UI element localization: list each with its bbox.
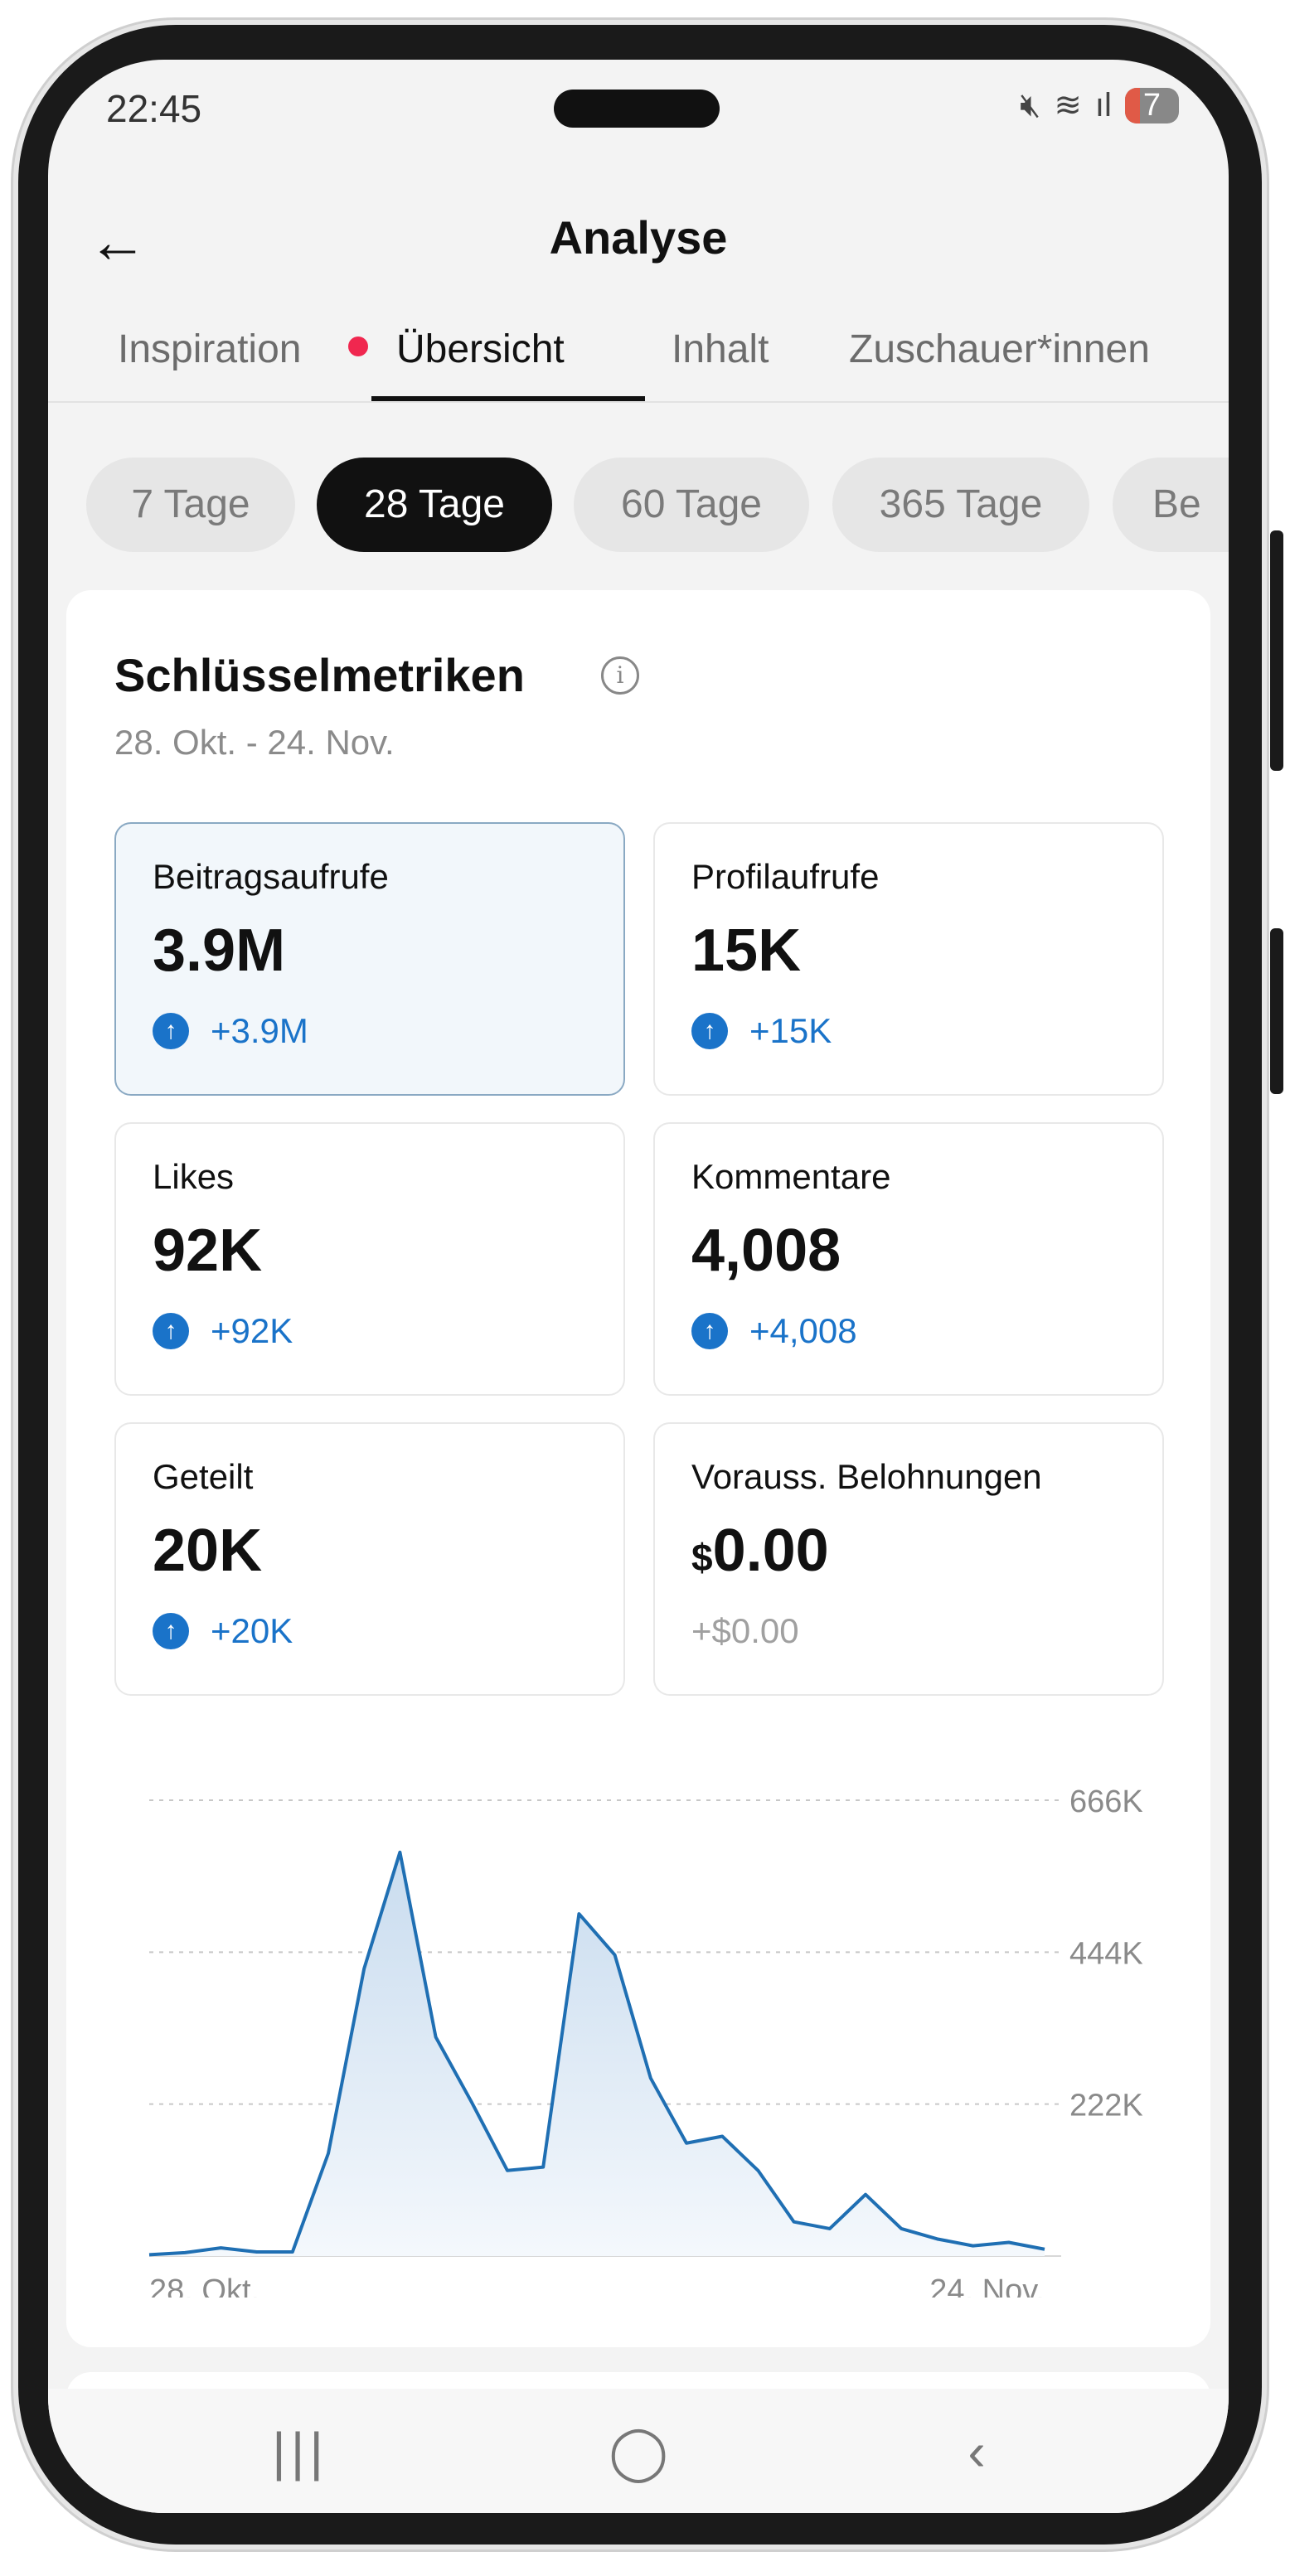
arrow-up-icon: ↑ (691, 1313, 728, 1349)
signal-icon: ıl (1094, 86, 1112, 123)
section-title: Schlüsselmetriken (114, 649, 525, 701)
metric-label: Kommentare (691, 1157, 891, 1196)
system-navbar: ||| ◯ ‹ (48, 2389, 1229, 2513)
tab-bar: Inspiration Übersicht Inhalt Zuschauer*i… (48, 308, 1229, 403)
views-chart: 666K 444K 222K 28. Okt. 24. Nov. (66, 1767, 1210, 2298)
battery-icon: 7 (1124, 87, 1179, 123)
metric-label: Profilaufrufe (691, 857, 880, 896)
range-chip-28[interactable]: 28 Tage (317, 458, 552, 552)
tab-viewers[interactable]: Zuschauer*innen (849, 327, 1150, 371)
system-back-icon[interactable]: ‹ (968, 2422, 986, 2482)
screen: 22:45 🔇︎ ≋ ıl 7 ← Analyse Inspiration Üb… (48, 60, 1229, 2513)
metric-value: 15K (691, 918, 802, 984)
app-header: ← Analyse (48, 192, 1229, 292)
arrow-up-icon: ↑ (153, 1313, 189, 1349)
range-chip-7[interactable]: 7 Tage (86, 458, 295, 552)
key-metrics-card: Schlüsselmetriken i 28. Okt. - 24. Nov. … (66, 590, 1210, 2347)
x-tick-label: 24. Nov. (929, 2273, 1045, 2298)
camera-notch (554, 90, 720, 128)
date-range-label: 28. Okt. - 24. Nov. (114, 723, 395, 762)
page-title: Analyse (549, 211, 728, 264)
metric-delta-text: +4,008 (749, 1311, 857, 1350)
metric-value: 92K (153, 1218, 263, 1284)
metric-value: 20K (153, 1518, 263, 1584)
metric-value: 3.9M (153, 918, 286, 984)
metric-value-number: 0.00 (712, 1518, 829, 1584)
metric-delta: ↑ +15K (691, 1011, 832, 1051)
metric-delta-text: +92K (211, 1311, 293, 1350)
metric-post-views[interactable]: Beitragsaufrufe 3.9M ↑ +3.9M (114, 822, 625, 1096)
metric-delta: +$0.00 (691, 1611, 799, 1650)
active-tab-indicator (371, 396, 645, 401)
arrow-up-icon: ↑ (153, 1613, 189, 1649)
home-icon[interactable]: ◯ (609, 2422, 668, 2482)
y-tick-label: 666K (1069, 1784, 1143, 1819)
notification-dot (348, 337, 368, 356)
metric-delta: ↑ +4,008 (691, 1311, 857, 1351)
tab-overview[interactable]: Übersicht (396, 327, 565, 371)
metric-likes[interactable]: Likes 92K ↑ +92K (114, 1122, 625, 1396)
metric-delta-text: +20K (211, 1611, 293, 1650)
y-tick-label: 222K (1069, 2089, 1143, 2123)
range-chip-custom[interactable]: Be (1113, 458, 1229, 552)
metric-delta-text: +3.9M (211, 1011, 308, 1050)
tab-inspiration[interactable]: Inspiration (118, 327, 302, 371)
status-icons: 🔇︎ ≋ ıl 7 (1020, 86, 1179, 124)
arrow-up-icon: ↑ (691, 1013, 728, 1049)
tab-content[interactable]: Inhalt (672, 327, 769, 371)
metric-value: 4,008 (691, 1218, 841, 1284)
y-tick-label: 444K (1069, 1936, 1143, 1971)
metric-est-rewards[interactable]: Vorauss. Belohnungen $0.00 +$0.00 (653, 1422, 1164, 1696)
range-chip-60[interactable]: 60 Tage (574, 458, 809, 552)
metric-delta: ↑ +92K (153, 1311, 293, 1351)
metric-label: Likes (153, 1157, 235, 1196)
metric-delta: ↑ +3.9M (153, 1011, 308, 1051)
currency-symbol: $ (691, 1536, 713, 1579)
back-arrow-icon[interactable]: ← (88, 209, 148, 275)
info-icon[interactable]: i (601, 656, 639, 695)
views-series-line (148, 1850, 1045, 2257)
arrow-up-icon: ↑ (153, 1013, 189, 1049)
views-area-fill (149, 1852, 1045, 2256)
range-chip-365[interactable]: 365 Tage (832, 458, 1089, 552)
metric-comments[interactable]: Kommentare 4,008 ↑ +4,008 (653, 1122, 1164, 1396)
status-bar: 22:45 🔇︎ ≋ ıl 7 (48, 60, 1229, 167)
metric-profile-views[interactable]: Profilaufrufe 15K ↑ +15K (653, 822, 1164, 1096)
metric-delta: ↑ +20K (153, 1611, 293, 1651)
metric-shares[interactable]: Geteilt 20K ↑ +20K (114, 1422, 625, 1696)
metric-label: Beitragsaufrufe (153, 857, 389, 896)
mute-icon: 🔇︎ (1020, 86, 1041, 123)
metric-label: Vorauss. Belohnungen (691, 1457, 1042, 1496)
volume-button (1270, 530, 1283, 771)
status-time: 22:45 (106, 87, 202, 130)
wifi-icon: ≋ (1054, 87, 1082, 123)
recent-apps-icon[interactable]: ||| (272, 2422, 328, 2482)
x-tick-label: 28. Okt. (149, 2273, 259, 2298)
metric-label: Geteilt (153, 1457, 254, 1496)
metric-value: $0.00 (691, 1517, 829, 1585)
metric-delta-text: +15K (749, 1011, 832, 1050)
power-button (1270, 928, 1283, 1094)
chart-svg: 666K 444K 222K 28. Okt. 24. Nov. (148, 1784, 1143, 2298)
date-range-chips: 7 Tage 28 Tage 60 Tage 365 Tage Be (86, 458, 1229, 552)
